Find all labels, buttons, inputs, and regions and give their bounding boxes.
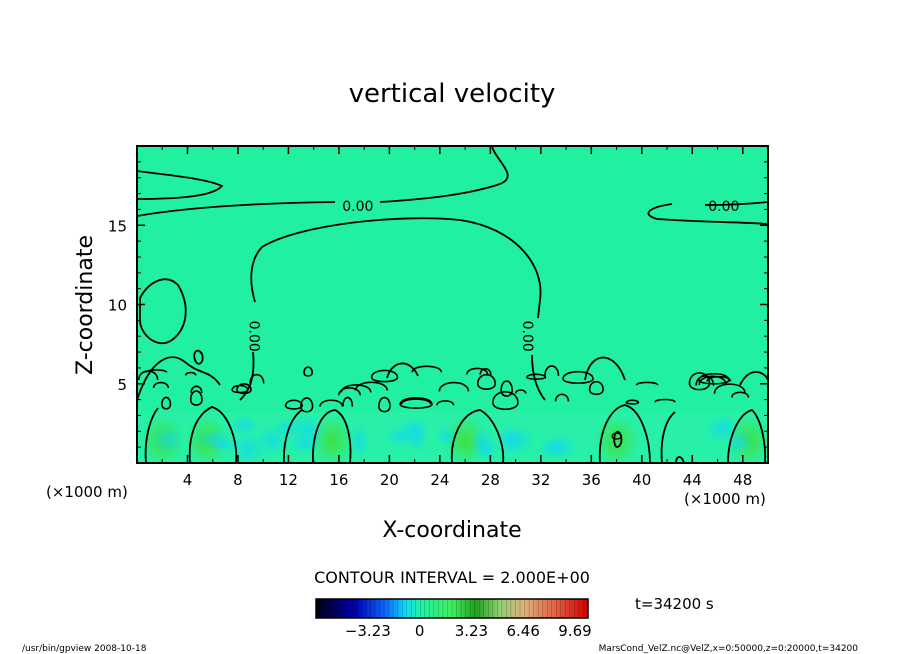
x-unit-left: (×1000 m)	[46, 483, 128, 501]
downdraft-blob	[208, 435, 238, 454]
contour-line	[137, 201, 336, 217]
downdraft-blob	[255, 424, 290, 456]
x-tick-label: 44	[683, 471, 702, 489]
contour-labels: 0.00 0.00 0.00 0.00 0	[245, 199, 739, 440]
x-tick-label: 36	[582, 471, 601, 489]
contour-label: 0.00	[245, 321, 261, 352]
downdraft-blob	[348, 424, 370, 459]
footer-right: MarsCond_VelZ.nc@VelZ,x=0:50000,z=0:2000…	[599, 644, 859, 654]
contour-line	[704, 201, 768, 206]
plot-background	[137, 146, 768, 463]
downdraft-blob	[230, 414, 259, 436]
contour-line	[250, 217, 542, 319]
contour-line	[137, 170, 224, 200]
contour-line	[531, 354, 546, 401]
y-axis-label: Z-coordinate	[73, 235, 98, 375]
x-tick-label: 32	[531, 471, 550, 489]
colorbar-tick-label: 3.23	[455, 622, 488, 640]
downdraft-blob	[150, 425, 184, 455]
y-tick-label: 15	[108, 217, 127, 235]
colorbar-tick-label: 9.69	[558, 622, 591, 640]
contour-line	[450, 409, 505, 463]
x-tick-label: 24	[430, 471, 449, 489]
colorbar-frame	[315, 598, 589, 619]
y-tick-label: 10	[108, 297, 127, 315]
plot-area: 0.00 0.000.00 0.000 4 8 12 16 20 24 28 32 36 40 44 48…	[108, 145, 769, 489]
y-tick-label: 5	[117, 376, 127, 394]
contour-line	[379, 146, 509, 203]
x-unit-right: (×1000 m)	[684, 490, 766, 508]
footer-left: /usr/bin/gpview 2008-10-18	[22, 644, 147, 654]
contour-label: 0	[608, 432, 624, 441]
downdraft-blob	[473, 438, 501, 462]
chart-title: vertical velocity	[349, 79, 556, 109]
x-tick-label: 8	[233, 471, 243, 489]
downdraft-blob	[499, 425, 536, 455]
colorbar-tick-label: 6.46	[507, 622, 540, 640]
contour-line	[739, 371, 768, 386]
contour-line	[647, 203, 768, 225]
x-axis-label: X-coordinate	[382, 518, 521, 543]
colorbar-gradient	[316, 599, 588, 618]
colorbar: −3.23 0 3.23 6.46 9.69	[315, 598, 592, 640]
downdraft-blob	[545, 433, 577, 460]
contour-noise	[138, 365, 750, 413]
contour-line	[193, 349, 204, 365]
downdraft-blob	[435, 425, 458, 447]
contour-line	[727, 408, 767, 463]
downdraft-blob	[399, 416, 429, 442]
contour-line	[660, 411, 676, 463]
contour-line	[598, 404, 651, 463]
time-label: t=34200 s	[635, 595, 714, 613]
contour-line	[137, 356, 221, 401]
downdraft-blob	[289, 413, 327, 449]
x-tick-label: 48	[733, 471, 752, 489]
contour-interval: CONTOUR INTERVAL = 2.000E+00	[314, 568, 590, 587]
colorbar-stripes	[320, 599, 584, 618]
contour-line	[139, 278, 187, 345]
contour-line	[675, 456, 685, 463]
x-tick-label: 40	[632, 471, 651, 489]
x-tick-label: 4	[183, 471, 193, 489]
contour-label: 0.00	[342, 199, 373, 215]
contour-lines	[137, 146, 768, 463]
x-tick-label: 16	[329, 471, 348, 489]
contour-line	[386, 362, 419, 379]
contour-line	[283, 409, 303, 463]
y-axis: 5 10 15	[108, 161, 768, 448]
colorbar-tick-label: 0	[415, 622, 425, 640]
contour-label: 0.00	[708, 199, 739, 215]
x-tick-label: 28	[481, 471, 500, 489]
x-axis: 4 8 12 16 20 24 28 32 36 40 44 48	[161, 146, 752, 489]
contour-line	[613, 430, 623, 448]
x-tick-label: 12	[279, 471, 298, 489]
contour-line	[312, 409, 352, 463]
contour-label: 0.00	[519, 321, 535, 352]
colorbar-ticks: −3.23 0 3.23 6.46 9.69	[345, 622, 592, 640]
downdraft-blob	[704, 414, 740, 443]
contour-line	[188, 406, 238, 463]
colorbar-tick-label: −3.23	[345, 622, 391, 640]
contour-line	[584, 356, 626, 381]
x-tick-label: 20	[380, 471, 399, 489]
contour-line	[144, 407, 159, 463]
